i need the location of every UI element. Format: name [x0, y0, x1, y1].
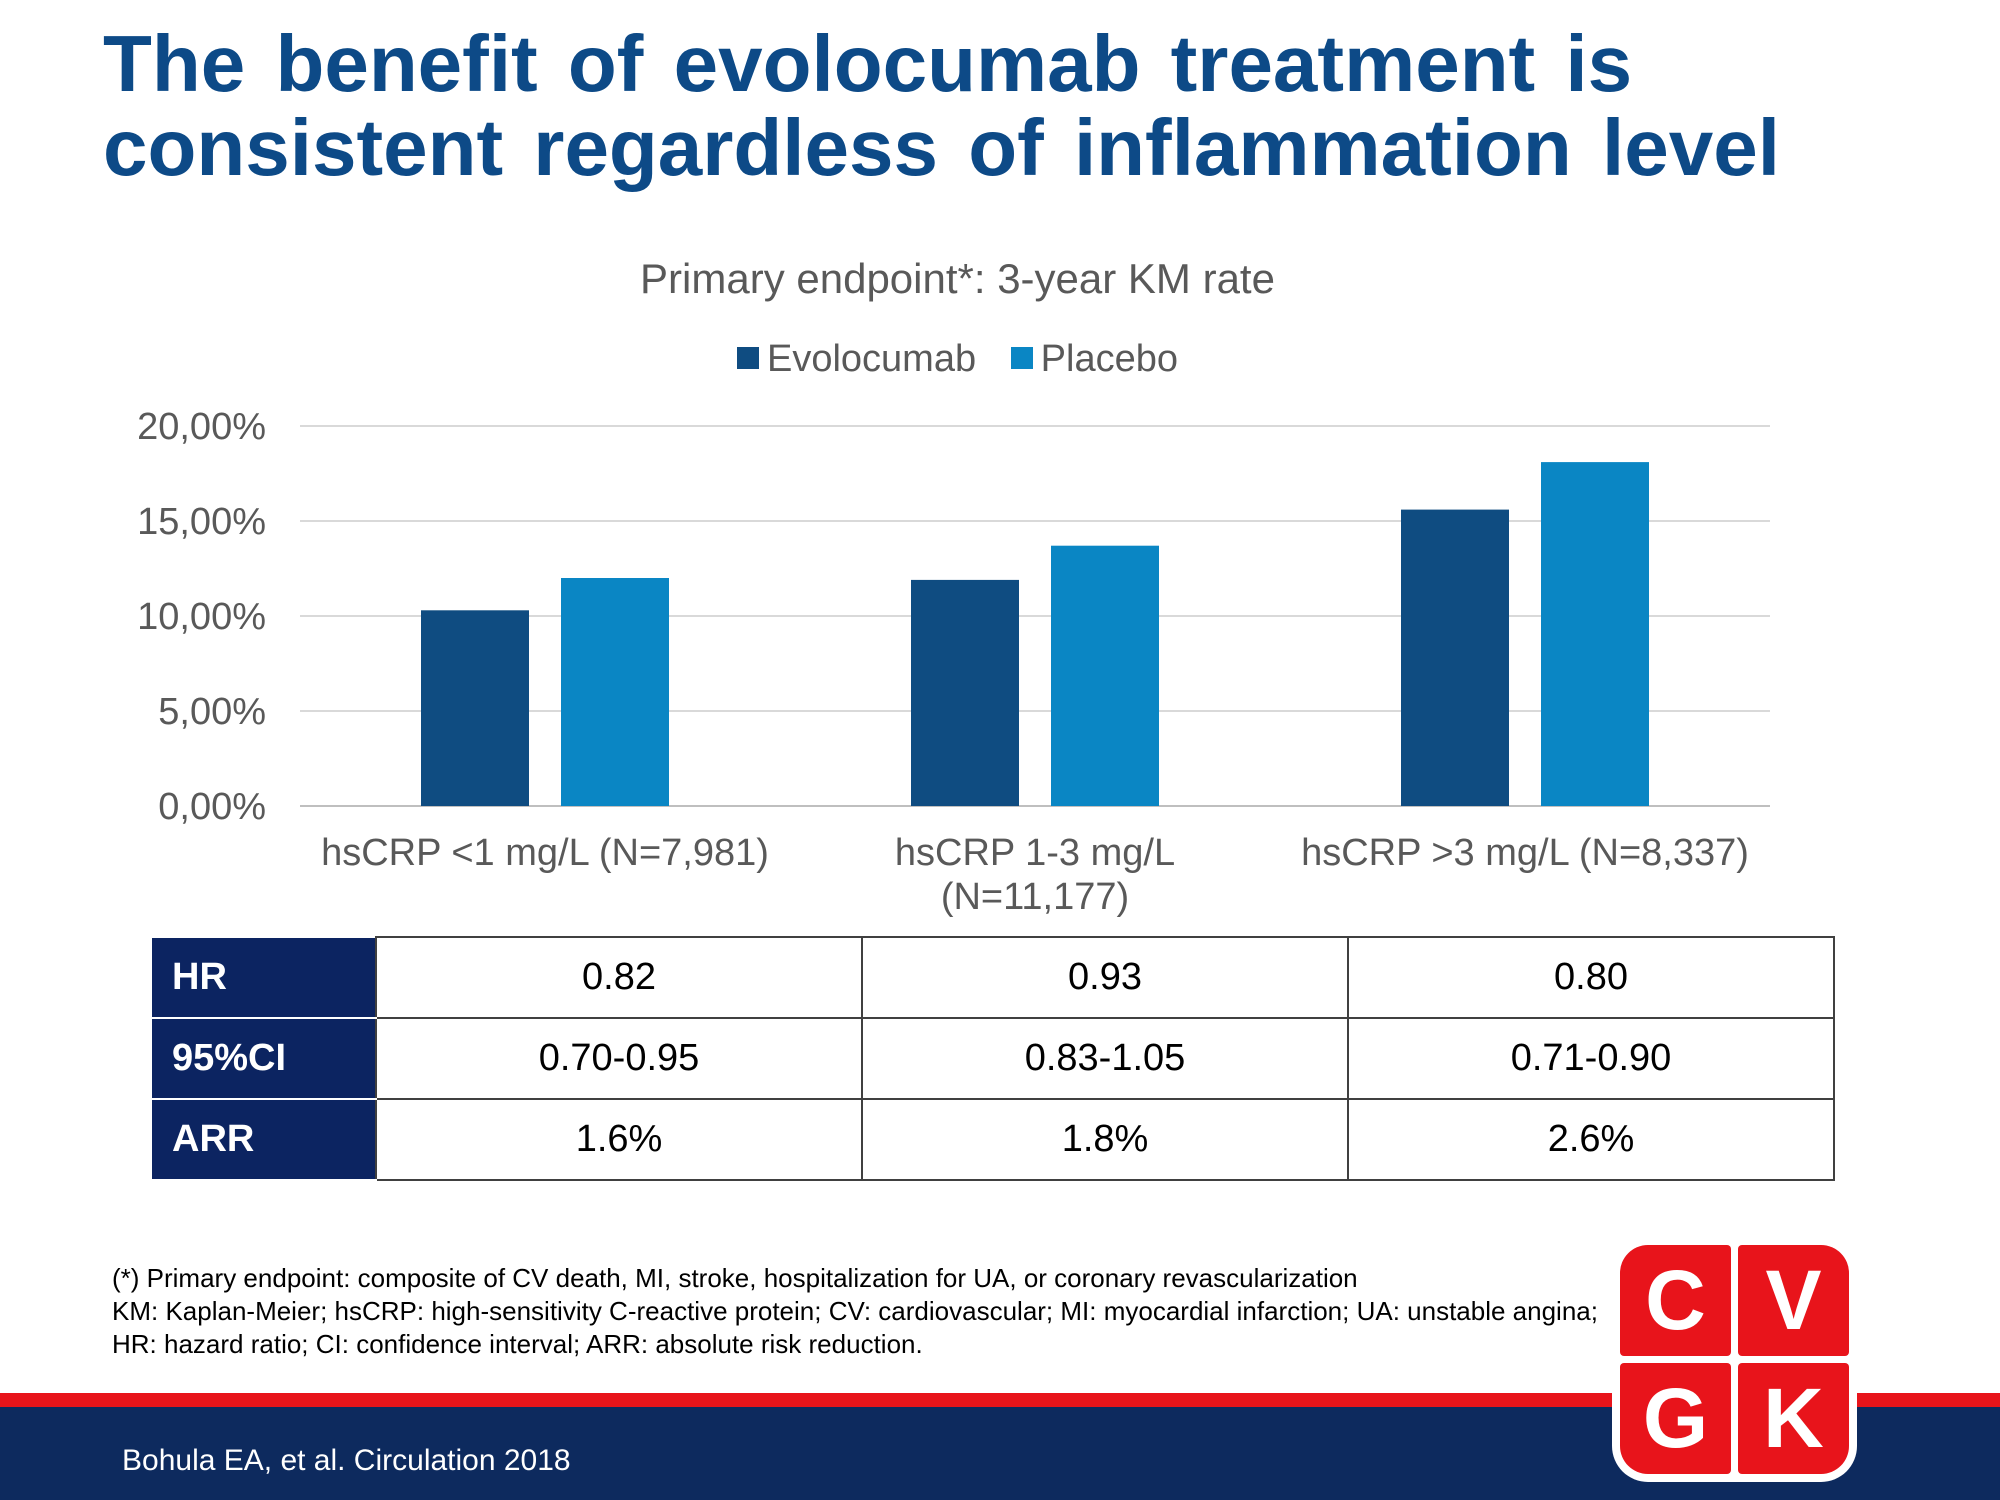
bar-evolocumab	[1401, 509, 1509, 806]
logo-letter-k: K	[1738, 1363, 1849, 1474]
footer-red-stripe	[0, 1393, 2000, 1407]
table-cell: 0.70-0.95	[375, 1017, 863, 1100]
cvgk-logo: C V G K	[1612, 1237, 1857, 1482]
legend-label-evolocumab: Evolocumab	[766, 338, 977, 380]
bar-evolocumab	[911, 579, 1019, 806]
row-header-arr: ARR	[150, 1098, 377, 1181]
table-cell: 0.93	[861, 936, 1349, 1019]
legend-swatch-placebo	[1010, 347, 1033, 369]
footnote-line: (*) Primary endpoint: composite of CV de…	[112, 1263, 1358, 1293]
table-cell: 1.8%	[861, 1098, 1349, 1181]
chart-legend: Evolocumab Placebo	[0, 338, 1915, 381]
chart-title: Primary endpoint*: 3-year KM rate	[640, 255, 1275, 302]
y-tick-label: 0,00%	[158, 786, 266, 828]
x-category-label: hsCRP >3 mg/L (N=8,337)	[1301, 832, 1749, 874]
footnote-line: KM: Kaplan-Meier; hsCRP: high-sensitivit…	[112, 1296, 1598, 1326]
logo-letter-g: G	[1620, 1363, 1731, 1474]
legend-item-placebo: Placebo	[1010, 338, 1178, 381]
slide-title-line-1: The benefit of evolocumab treatment is	[103, 19, 1633, 108]
slide-title: The benefit of evolocumab treatment is c…	[103, 22, 1903, 190]
table-cell: 0.82	[375, 936, 863, 1019]
y-tick-label: 20,00%	[137, 406, 266, 448]
table-cell: 1.6%	[375, 1098, 863, 1181]
y-tick-label: 10,00%	[137, 596, 266, 638]
citation: Bohula EA, et al. Circulation 2018	[122, 1444, 571, 1477]
x-category-label: hsCRP <1 mg/L (N=7,981)	[321, 832, 769, 874]
bar-placebo	[561, 578, 669, 806]
logo-letter-v: V	[1738, 1245, 1849, 1356]
table-cell: 0.71-0.90	[1347, 1017, 1835, 1100]
table-cell: 0.80	[1347, 936, 1835, 1019]
footnote-line: HR: hazard ratio; CI: confidence interva…	[112, 1329, 923, 1359]
bar-evolocumab	[421, 610, 529, 806]
table-row-hr: HR 0.82 0.93 0.80	[150, 936, 1835, 1019]
x-category-label: hsCRP 1-3 mg/L	[895, 832, 1175, 874]
x-category-label: (N=11,177)	[941, 876, 1129, 918]
footnotes: (*) Primary endpoint: composite of CV de…	[112, 1262, 1762, 1361]
legend-item-evolocumab: Evolocumab	[736, 338, 977, 381]
legend-swatch-evolocumab	[736, 347, 759, 369]
table-cell: 0.83-1.05	[861, 1017, 1349, 1100]
bar-placebo	[1051, 545, 1159, 806]
logo-letter-c: C	[1620, 1245, 1731, 1356]
slide-title-line-2: consistent regardless of inflammation le…	[103, 103, 1780, 192]
table-row-ci: 95%CI 0.70-0.95 0.83-1.05 0.71-0.90	[150, 1017, 1835, 1100]
table-row-arr: ARR 1.6% 1.8% 2.6%	[150, 1098, 1835, 1181]
bar-chart: 0,00% 5,00% 10,00% 15,00% 20,00% hsCRP <1 mg/…	[137, 406, 1770, 918]
bar-placebo	[1541, 462, 1649, 806]
legend-label-placebo: Placebo	[1040, 338, 1178, 380]
stats-table: HR 0.82 0.93 0.80 95%CI 0.70-0.95 0.83-1…	[150, 936, 1835, 1181]
row-header-hr: HR	[150, 936, 377, 1019]
y-tick-label: 15,00%	[137, 501, 266, 543]
table-cell: 2.6%	[1347, 1098, 1835, 1181]
row-header-ci: 95%CI	[150, 1017, 377, 1100]
y-tick-label: 5,00%	[158, 691, 266, 733]
